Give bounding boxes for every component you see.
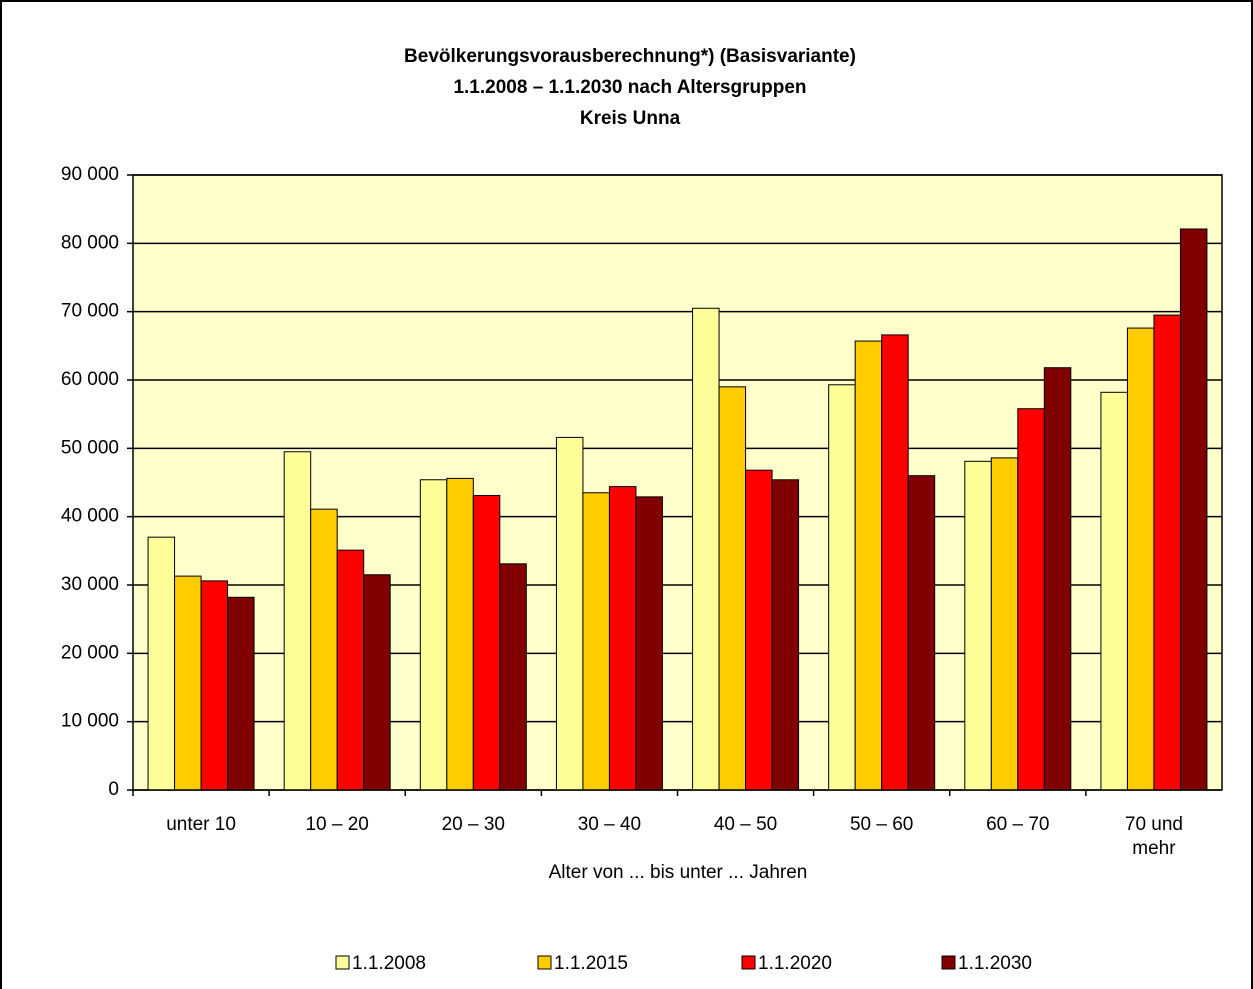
y-tick-label: 10 000 [61,711,119,732]
bar [363,574,391,791]
bar [1017,408,1045,791]
bar [336,549,365,791]
legend-swatch [537,955,552,970]
bar [419,479,448,791]
legend-swatch [335,955,350,970]
bar [745,469,773,791]
y-tick-label: 90 000 [61,164,119,185]
bar [555,436,584,791]
bar [446,477,474,791]
bar [828,384,856,791]
legend-label: 1.1.2015 [554,953,628,974]
legend-swatch [941,955,956,970]
x-tick-label: unter 10 [166,814,236,835]
bar [310,508,338,791]
bar [1126,327,1155,791]
legend-label: 1.1.2020 [758,953,832,974]
x-tick-label: 20 – 30 [442,814,505,835]
y-tick-label: 70 000 [61,301,119,322]
bar [907,475,936,791]
bar [1153,314,1181,791]
legend-label: 1.1.2030 [958,953,1032,974]
bar [692,307,720,791]
legend-swatch [741,955,756,970]
bar [881,334,909,791]
y-tick-label: 60 000 [61,369,119,390]
bar [227,596,255,791]
y-tick-label: 40 000 [61,506,119,527]
bar [635,496,663,791]
bar [854,340,883,791]
y-tick-label: 20 000 [61,642,119,663]
plot-border [132,174,1223,791]
x-tick-label: 60 – 70 [986,814,1049,835]
x-tick-label: 50 – 60 [850,814,913,835]
bar [1179,228,1208,791]
x-axis-label: Alter von ... bis unter ... Jahren [549,862,808,883]
y-tick-label: 30 000 [61,574,119,595]
x-tick-label: 70 und mehr [1125,814,1183,859]
y-tick-label: 0 [108,779,119,800]
legend-label: 1.1.2008 [352,953,426,974]
chart-title: Kreis Unna [580,108,681,129]
bar [147,536,176,791]
bar [1100,391,1128,791]
bar [582,492,610,791]
bar [608,486,637,791]
bar [472,494,501,791]
bar [174,575,202,791]
x-tick-label: 30 – 40 [578,814,641,835]
bar [200,580,229,791]
bar [499,563,527,791]
bar [283,451,312,791]
x-tick-label: 40 – 50 [714,814,777,835]
y-tick-label: 50 000 [61,437,119,458]
x-tick-label: 10 – 20 [305,814,368,835]
chart-title: Bevölkerungsvorausberechnung*) (Basisvar… [404,46,856,67]
chart-title: 1.1.2008 – 1.1.2030 nach Altersgruppen [453,77,806,98]
bar [718,386,747,791]
bar [990,457,1019,791]
y-tick-label: 80 000 [61,232,119,253]
bar [1043,367,1072,791]
bar [964,460,992,791]
bar [771,479,800,791]
